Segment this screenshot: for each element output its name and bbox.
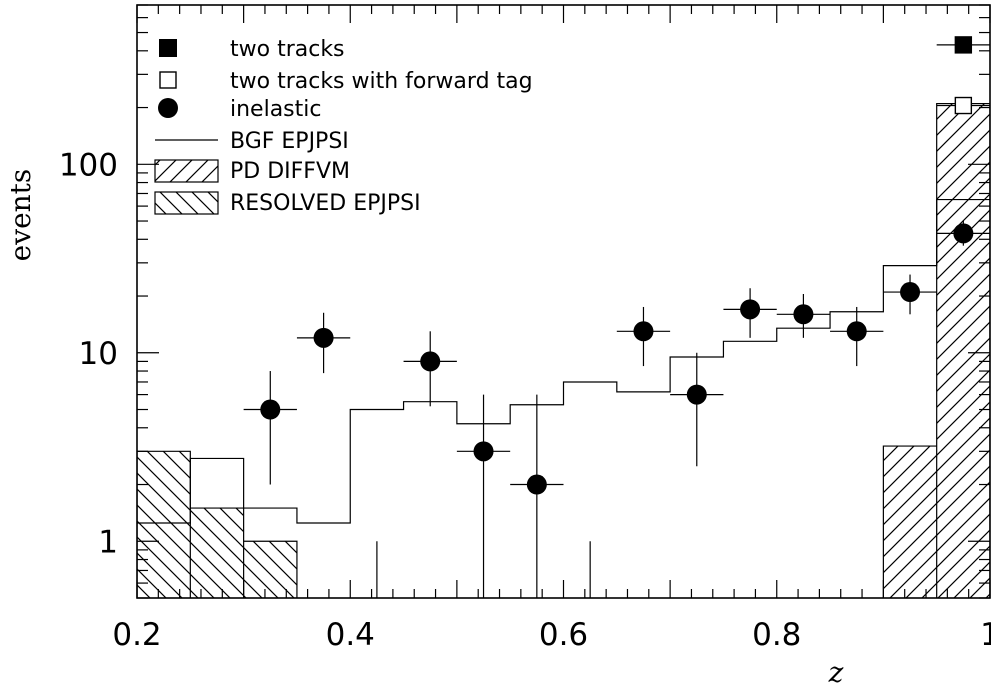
- hatched-histograms: [137, 102, 990, 598]
- legend-filled-square: [159, 39, 177, 57]
- legend-label: BGF EPJPSI: [230, 129, 349, 154]
- legend-label: RESOLVED EPJPSI: [230, 191, 421, 216]
- extra-lines: [376, 541, 591, 598]
- bgf-epjpsi-line: [137, 198, 990, 524]
- inelastic-point: [900, 282, 921, 303]
- inelastic-point: [686, 384, 707, 405]
- y-axis-label: events: [4, 169, 37, 262]
- inelastic-point: [260, 399, 281, 420]
- inelastic-point: [473, 441, 494, 462]
- resolved-outline: [137, 450, 298, 598]
- pd-diffvm-bar: [936, 103, 990, 598]
- inelastic-point: [953, 223, 974, 244]
- legend-open-square: [159, 71, 177, 89]
- inelastic-point: [526, 474, 547, 495]
- axis-ticks: 0.2 0.4 0.6 0.8 1 1 10 100: [59, 4, 991, 653]
- resolved-bar: [190, 508, 244, 598]
- legend-hatch-swatch: [154, 159, 219, 183]
- legend-label: two tracks: [230, 37, 345, 62]
- x-tick-label: 1: [980, 617, 991, 653]
- legend-label: two tracks with forward tag: [230, 69, 533, 94]
- x-tick-label: 0.8: [752, 617, 801, 653]
- inelastic-point: [420, 351, 441, 372]
- inelastic-point: [793, 304, 814, 325]
- legend-label: PD DIFFVM: [230, 159, 350, 184]
- x-axis-label: z: [828, 656, 844, 689]
- inelastic-point: [846, 321, 867, 342]
- legend-hatch-swatch: [154, 191, 219, 215]
- two-tracks-point: [954, 36, 973, 54]
- legend: two tracks two tracks with forward tag ine…: [154, 37, 533, 216]
- x-tick-label: 0.2: [112, 617, 161, 653]
- bgf-histogram: [137, 198, 990, 524]
- inelastic-point: [313, 327, 334, 348]
- forward-tag-point: [954, 96, 973, 115]
- pd-diffvm-bar: [883, 446, 937, 598]
- resolved-bar: [137, 451, 191, 598]
- resolved-bar: [243, 541, 297, 598]
- y-tick-label: 100: [59, 147, 118, 183]
- legend-circle: [158, 98, 178, 118]
- legend-label: inelastic: [230, 97, 321, 122]
- x-tick-label: 0.4: [326, 617, 375, 653]
- y-tick-label: 1: [98, 524, 118, 560]
- inelastic-point: [633, 321, 654, 342]
- x-tick-label: 0.6: [539, 617, 588, 653]
- data-points: [243, 36, 990, 598]
- inelastic-point: [740, 299, 761, 320]
- y-tick-label: 10: [79, 336, 118, 372]
